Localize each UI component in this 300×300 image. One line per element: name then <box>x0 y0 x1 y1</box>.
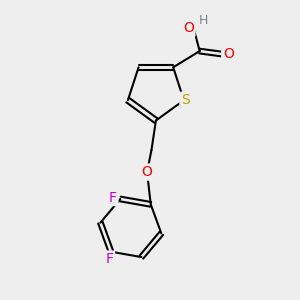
Text: O: O <box>183 21 194 35</box>
Text: H: H <box>199 14 208 27</box>
Text: O: O <box>141 165 152 179</box>
Text: S: S <box>181 93 190 107</box>
Text: F: F <box>106 252 113 266</box>
Text: F: F <box>109 190 117 205</box>
Text: O: O <box>223 47 234 61</box>
